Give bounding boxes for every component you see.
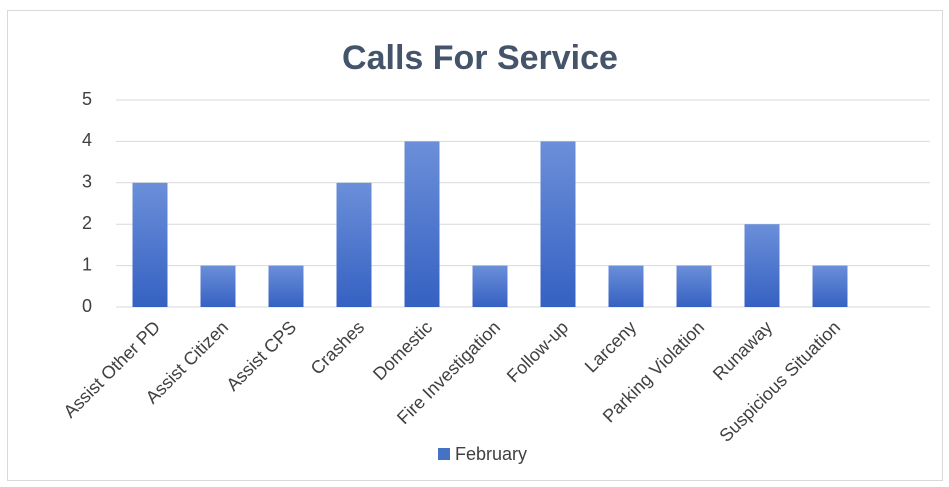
bar: [132, 182, 168, 307]
y-tick-label: 4: [82, 130, 92, 150]
y-tick-label: 1: [82, 254, 92, 274]
bar: [540, 141, 576, 307]
y-tick-label: 0: [82, 296, 92, 316]
y-tick-label: 5: [82, 89, 92, 109]
bar: [200, 265, 236, 307]
bar: [472, 265, 508, 307]
bar: [744, 224, 780, 307]
chart-title: Calls For Service: [342, 39, 618, 77]
bar: [608, 265, 644, 307]
bar: [268, 265, 304, 307]
y-tick-label: 3: [82, 172, 92, 192]
bar: [676, 265, 712, 307]
bar: [812, 265, 848, 307]
legend-swatch: [438, 448, 450, 460]
legend-label: February: [455, 444, 527, 464]
bar: [404, 141, 440, 307]
bar: [336, 182, 372, 307]
y-tick-label: 2: [82, 213, 92, 233]
